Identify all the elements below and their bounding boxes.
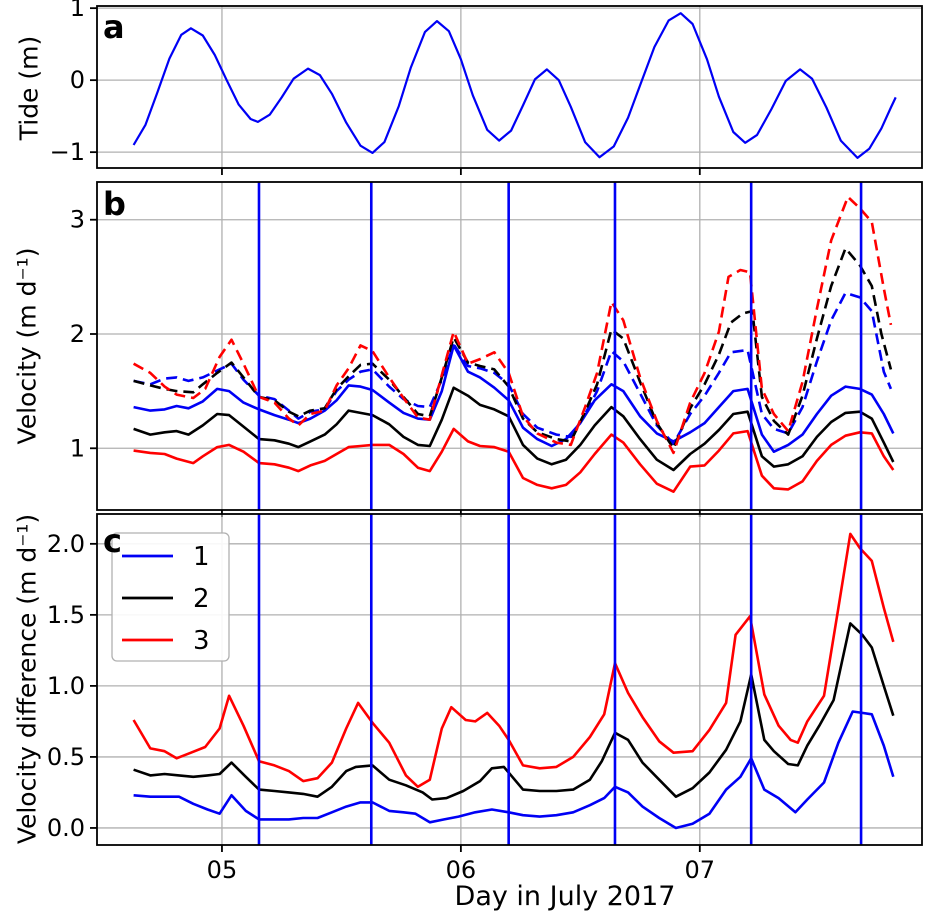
series-velocity-3-solid [133,427,895,494]
series-velocity-2-solid [133,386,895,472]
y-tick-label: 1.0 [47,672,85,700]
panel-c-frame [96,513,923,846]
legend-label-3: 3 [193,626,210,656]
series-tide [132,12,897,159]
panel-b-letter: b [103,185,126,223]
panel-b-series [132,195,895,494]
y-tick-label: 1 [70,0,85,22]
x-axis-label: Day in July 2017 [454,881,676,912]
panel-b-frame [96,181,923,511]
panel-c-letter: c [103,522,122,560]
panel-a-series [132,12,897,159]
y-tick-label: 2 [70,320,85,348]
series-velocity-2-dashed [133,247,893,450]
y-tick-label: −1 [50,138,85,166]
legend-label-2: 2 [193,584,210,614]
series-velocity-1-solid [133,344,895,454]
y-axis-label-difference: Velocity difference (m d⁻¹) [12,513,42,845]
y-tick-label: 0 [70,66,85,94]
x-tick-label: 05 [207,856,238,884]
panel-a-frame [96,5,923,169]
panel-c: 0.0 0.5 1.0 1.5 2.0 05 06 07 [47,513,923,884]
x-tick-label: 06 [446,856,477,884]
legend: 1 2 3 [111,532,230,662]
panel-a: 1 0 −1 [50,0,923,175]
y-tick-label: 1 [70,434,85,462]
y-tick-label: 0.0 [47,814,85,842]
y-tick-label: 0.5 [47,743,85,771]
series-velocity-1-dashed [133,291,893,446]
y-tick-label: 2.0 [47,530,85,558]
y-tick-label: 1.5 [47,601,85,629]
series-diff-2 [133,622,895,801]
series-velocity-3-dashed [132,195,893,455]
y-tick-label: 3 [70,206,85,234]
y-axis-label-tide: Tide (m) [14,35,44,141]
panel-a-letter: a [103,8,125,46]
legend-label-1: 1 [193,542,210,572]
series-diff-1 [133,710,895,830]
y-axis-label-velocity: Velocity (m d⁻¹) [12,247,42,445]
panel-b: 1 2 3 [70,181,923,517]
series-diff-3 [132,532,895,789]
panel-c-series [132,532,895,830]
x-tick-label: 07 [685,856,716,884]
